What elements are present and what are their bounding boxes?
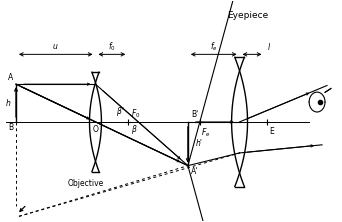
Text: Objective: Objective — [67, 178, 104, 188]
Text: h': h' — [196, 139, 203, 148]
Text: E: E — [269, 127, 274, 136]
Text: B: B — [9, 123, 14, 132]
Text: $l$: $l$ — [267, 41, 272, 52]
Text: A': A' — [191, 167, 198, 176]
Text: $\beta$: $\beta$ — [131, 123, 137, 136]
Text: $f_0$: $f_0$ — [108, 40, 116, 53]
Text: $u$: $u$ — [52, 42, 59, 51]
Text: Eyepiece: Eyepiece — [227, 11, 268, 20]
Text: B': B' — [191, 110, 198, 119]
Text: $F_0$: $F_0$ — [131, 108, 141, 121]
Text: $F_e$: $F_e$ — [201, 127, 210, 139]
Text: h: h — [5, 99, 11, 107]
Text: $\beta'$: $\beta'$ — [116, 105, 125, 118]
Text: O: O — [93, 125, 98, 134]
Text: $f_e$: $f_e$ — [210, 40, 218, 53]
Text: A: A — [9, 73, 14, 82]
